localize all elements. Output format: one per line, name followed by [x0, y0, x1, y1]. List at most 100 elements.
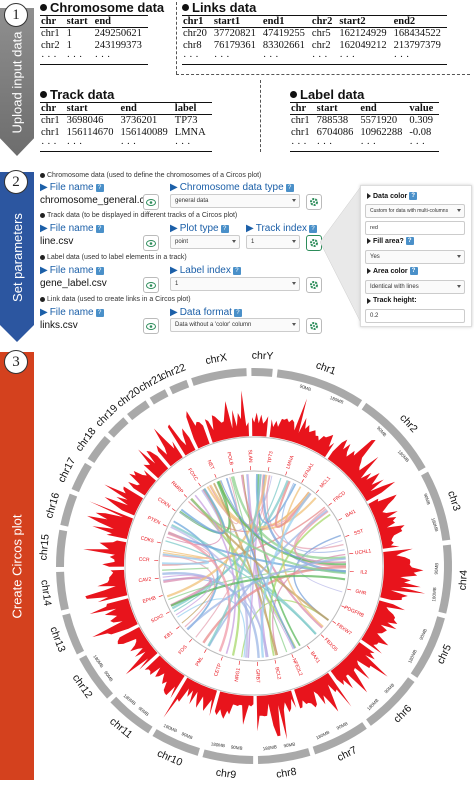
- bullet-icon: [40, 91, 47, 98]
- step-1-bar: Upload input data: [0, 8, 34, 156]
- chromosome-type-select[interactable]: general data: [170, 194, 300, 208]
- table-cell: 1: [66, 28, 94, 41]
- gene-tick: [184, 494, 187, 497]
- chromosome-label: chr6: [391, 702, 414, 725]
- chromosome-ring-segment: [277, 369, 362, 406]
- gene-label: NET: [206, 459, 215, 471]
- column-header: end: [120, 103, 174, 115]
- gene-label: BAI1: [345, 509, 358, 520]
- chromosome-ring-segment: [56, 530, 67, 567]
- help-icon[interactable]: ?: [410, 267, 418, 275]
- scale-label: 90MB: [181, 731, 194, 740]
- help-icon[interactable]: ?: [96, 309, 104, 317]
- divider: [260, 80, 261, 152]
- track-file-name[interactable]: line.csv: [40, 236, 73, 247]
- bullet-icon: [40, 4, 47, 11]
- gene-tick: [286, 472, 287, 476]
- param-description: Label data (used to label elements in a …: [47, 254, 187, 261]
- view-eye-icon[interactable]: [143, 318, 159, 334]
- table-row: · · ·· · ·· · ·· · ·· · ·· · ·: [182, 52, 447, 65]
- help-icon[interactable]: ?: [233, 267, 241, 275]
- table-title: Track data: [50, 87, 114, 102]
- gene-label: SLAN: [247, 449, 253, 463]
- chromosome-ring-segment: [438, 545, 452, 614]
- gene-label: PML: [195, 656, 205, 668]
- help-icon[interactable]: ?: [221, 225, 229, 233]
- column-header: chr: [40, 103, 66, 115]
- column-header: value: [408, 103, 439, 115]
- help-icon[interactable]: ?: [96, 184, 104, 192]
- data-color-input[interactable]: red: [365, 221, 465, 235]
- chromosome-label: chrX: [204, 351, 227, 367]
- table-row: · · ·· · ·· · ·· · ·: [40, 139, 212, 152]
- column-header: start: [66, 16, 94, 28]
- scale-label: 180MB: [210, 741, 225, 748]
- table-cell: · · ·: [290, 139, 316, 152]
- help-icon[interactable]: ?: [309, 225, 317, 233]
- gene-tick: [302, 479, 304, 482]
- area-track-segment: [328, 440, 395, 502]
- chromosome-label: chr1: [314, 359, 337, 377]
- chromosome-file-label: ▶File name?: [40, 182, 104, 193]
- fill-area-select[interactable]: Yes: [365, 250, 465, 264]
- gene-label: POLB: [225, 452, 234, 467]
- help-icon[interactable]: ?: [234, 309, 242, 317]
- chevron-down-icon: [292, 240, 296, 243]
- table-cell: 6704086: [316, 127, 360, 139]
- gene-tick: [221, 657, 222, 661]
- chromosome-label: chr10: [155, 747, 184, 769]
- chromosome-label: chrY: [252, 350, 274, 363]
- gene-label: FRCD: [332, 490, 347, 504]
- column-header: end2: [393, 16, 447, 28]
- help-icon[interactable]: ?: [96, 225, 104, 233]
- table-cell: · · ·: [393, 52, 447, 65]
- label-file-name[interactable]: gene_label.csv: [40, 278, 107, 289]
- param-description: Chromosome data (used to define the chro…: [47, 172, 261, 179]
- view-eye-icon[interactable]: [143, 194, 159, 210]
- link-file-name[interactable]: links.csv: [40, 320, 78, 331]
- table-cell: LMNA: [174, 127, 212, 139]
- chromosome-file-name[interactable]: chromosome_general.csv: [40, 195, 155, 206]
- gene-label: KB1: [163, 630, 174, 641]
- table-cell: · · ·: [182, 52, 213, 65]
- gene-tick: [155, 578, 159, 579]
- track-height-input[interactable]: 0.2: [365, 309, 465, 323]
- chromosome-label: chr22: [159, 361, 188, 382]
- table-cell: chr8: [182, 40, 213, 52]
- view-eye-icon[interactable]: [143, 235, 159, 251]
- chromosome-type-label: ▶Chromosome data type?: [170, 182, 294, 193]
- area-track-segment: [331, 642, 388, 692]
- data-format-select[interactable]: Data without a 'color' column: [170, 318, 300, 332]
- table-cell: · · ·: [40, 52, 66, 65]
- table-cell: chr1: [40, 115, 66, 128]
- gene-tick: [215, 474, 217, 478]
- table-cell: chr5: [311, 28, 338, 41]
- area-track-segment: [270, 399, 335, 457]
- area-track-segment: [85, 570, 127, 602]
- fill-area-label: Fill area?: [373, 238, 404, 245]
- column-header: chr1: [182, 16, 213, 28]
- plot-type-select[interactable]: point: [170, 235, 240, 249]
- help-icon[interactable]: ?: [406, 237, 414, 245]
- table-title: Chromosome data: [50, 0, 164, 15]
- help-icon[interactable]: ?: [96, 267, 104, 275]
- bullet-icon: [40, 297, 45, 302]
- gene-tick: [189, 639, 192, 642]
- data-color-select[interactable]: Custom for data with multi-columns: [365, 204, 465, 218]
- track-index-select[interactable]: 1: [246, 235, 300, 249]
- table-cell: · · ·: [359, 139, 408, 152]
- scale-label: 180MB: [407, 649, 418, 664]
- gene-label: PDGFRB: [343, 605, 365, 619]
- help-icon[interactable]: ?: [409, 192, 417, 200]
- gene-tick: [176, 626, 179, 629]
- area-track-segment: [380, 549, 425, 600]
- label-index-select[interactable]: 1: [170, 277, 300, 291]
- data-color-label: Data color: [373, 193, 407, 200]
- chromosome-ring-segment: [150, 389, 169, 404]
- step-1-number: 1: [4, 3, 28, 27]
- track-file-label: ▶File name?: [40, 223, 104, 234]
- area-color-select[interactable]: Identical with lines: [365, 280, 465, 294]
- view-eye-icon[interactable]: [143, 277, 159, 293]
- help-icon[interactable]: ?: [286, 184, 294, 192]
- gene-tick: [292, 654, 294, 658]
